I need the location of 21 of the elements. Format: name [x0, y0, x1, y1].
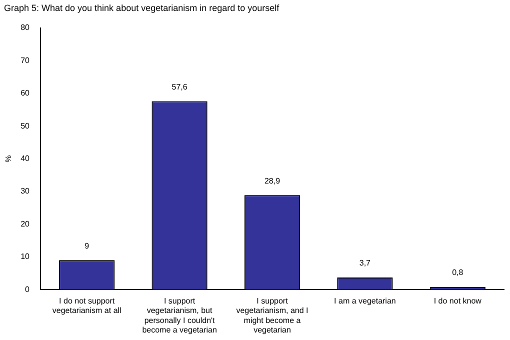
data-label: 0,8: [452, 268, 464, 278]
y-tick-label: 10: [20, 252, 30, 262]
chart-title: Graph 5: What do you think about vegetarianism in regard to yourself: [4, 3, 280, 13]
y-tick-label: 60: [20, 88, 30, 98]
y-tick-label: 70: [20, 56, 30, 65]
data-label: 3,7: [359, 258, 372, 268]
y-tick-label: 80: [20, 23, 30, 32]
x-tick-label: I am a vegetarian: [334, 296, 396, 306]
y-axis-title: %: [4, 155, 14, 162]
y-tick-label: 30: [20, 186, 30, 196]
y-tick-label: 0: [25, 284, 30, 294]
x-tick-label: I support vegetarianism, and I might become a vegetarian: [236, 296, 308, 334]
data-label: 9: [84, 241, 90, 250]
data-label: 57,6: [172, 82, 188, 92]
x-tick-label: I do not support vegetarianism at all: [52, 296, 122, 316]
y-tick-label: 50: [20, 121, 30, 130]
y-tick-label: 20: [20, 219, 30, 228]
x-tick-label: I do not know: [434, 296, 482, 306]
x-tick-label: I support vegetarianism, but personally I couldn't become a vegetarian: [142, 296, 217, 334]
y-tick-label: 40: [20, 154, 30, 164]
data-label: 28,9: [264, 176, 281, 186]
